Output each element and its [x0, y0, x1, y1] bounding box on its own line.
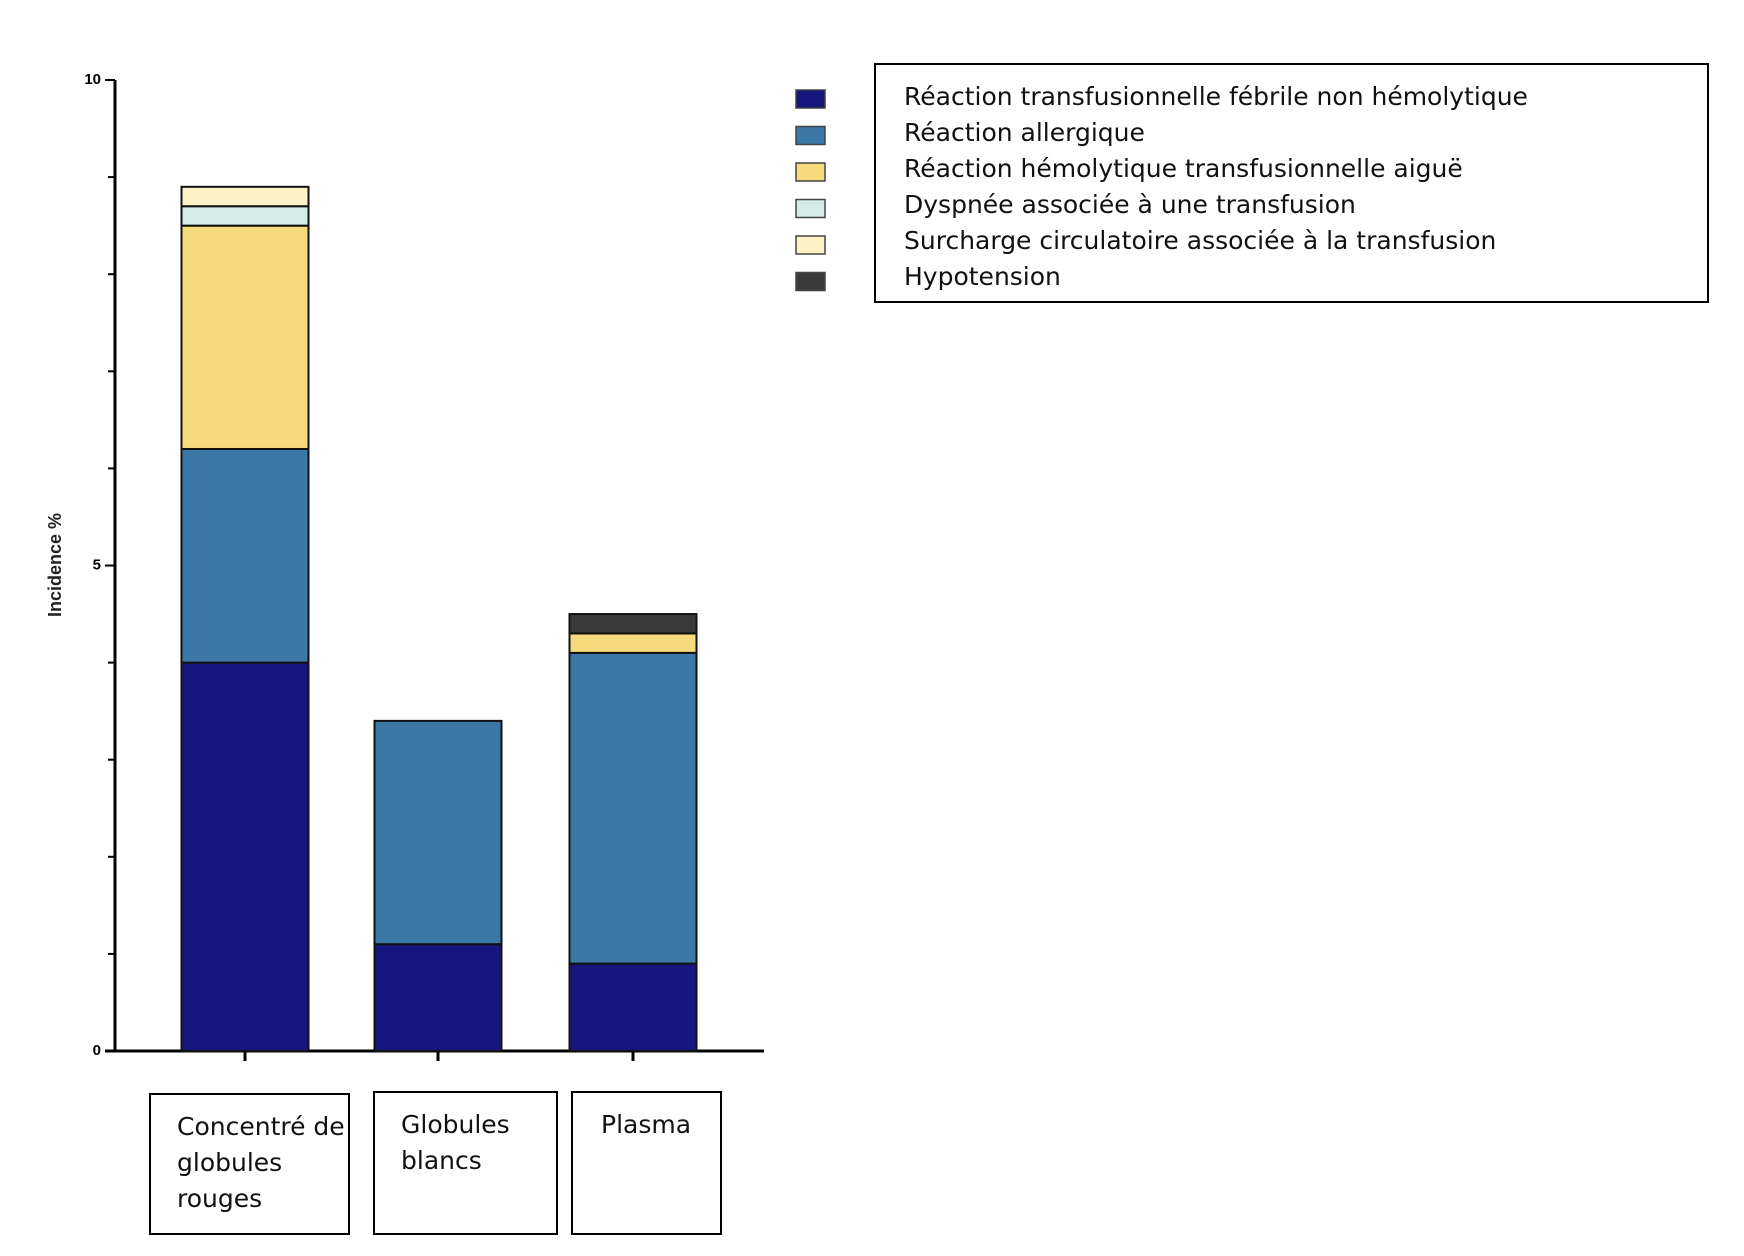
bar-segment — [568, 632, 698, 654]
legend-label: Dyspnée associée à une transfusion — [904, 190, 1356, 219]
bar-segment — [180, 447, 310, 664]
legend-label: Réaction transfusionnelle fébrile non hé… — [904, 82, 1528, 111]
legend-swatch — [795, 235, 826, 255]
bar-segment — [180, 224, 310, 450]
bar-segment — [373, 943, 503, 1052]
legend-swatch — [795, 198, 826, 219]
bar-segment — [180, 205, 310, 227]
x-category-label: Plasma — [571, 1091, 722, 1235]
bar-segment — [373, 719, 503, 946]
legend-label: Réaction allergique — [904, 118, 1145, 147]
bar-segment — [568, 613, 698, 635]
x-category-label: Globules blancs — [373, 1091, 558, 1235]
legend-swatch — [795, 125, 826, 146]
y-tick-label: 5 — [93, 556, 101, 573]
bar-segment — [568, 962, 698, 1052]
y-tick-label: 0 — [93, 1042, 101, 1059]
bar-segment — [180, 185, 310, 208]
y-tick-label: 10 — [84, 71, 101, 88]
bar-segment — [180, 661, 310, 1052]
y-axis-label: Incidence % — [45, 513, 65, 617]
bar-segment — [568, 651, 698, 965]
legend: Réaction transfusionnelle fébrile non hé… — [874, 63, 1709, 303]
legend-label: Hypotension — [904, 262, 1061, 291]
legend-swatch — [795, 89, 826, 109]
legend-label: Surcharge circulatoire associée à la tra… — [904, 226, 1497, 255]
x-category-label: Concentré de globules rouges — [149, 1093, 350, 1235]
legend-swatch — [795, 162, 826, 182]
legend-label: Réaction hémolytique transfusionnelle ai… — [904, 154, 1463, 183]
legend-swatch — [795, 271, 826, 292]
